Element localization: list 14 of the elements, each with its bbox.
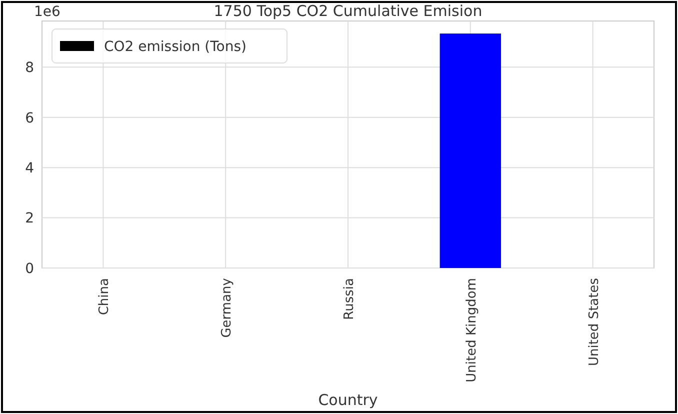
x-axis-title: Country bbox=[318, 391, 378, 409]
y-tick-label: 8 bbox=[25, 60, 34, 76]
x-tick-label: United Kingdom bbox=[464, 278, 480, 382]
x-tick-label: China bbox=[97, 278, 112, 316]
chart-title: 1750 Top5 CO2 Cumulative Emision bbox=[214, 2, 482, 20]
x-tick-label: Russia bbox=[342, 278, 357, 320]
x-tick-label: United States bbox=[586, 278, 602, 366]
y-tick-label: 0 bbox=[25, 260, 34, 277]
x-tick-label: Germany bbox=[220, 278, 235, 338]
text: 1e6 bbox=[34, 4, 61, 20]
y-tick-label: 4 bbox=[25, 160, 34, 176]
y-tick-label: 6 bbox=[25, 110, 34, 126]
legend: CO2 emission (Tons) bbox=[52, 28, 288, 64]
y-tick-label: 2 bbox=[25, 210, 34, 227]
